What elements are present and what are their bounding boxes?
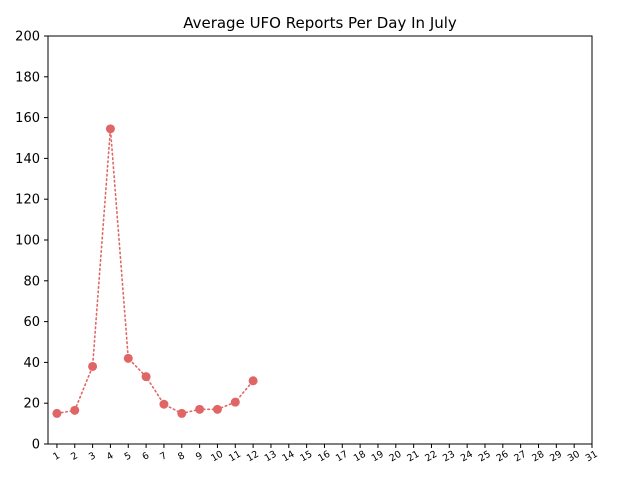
x-tick-label: 7: [158, 450, 169, 463]
data-point: [212, 404, 222, 414]
series-line: [56, 128, 254, 415]
data-point: [52, 408, 62, 418]
x-tick-label: 29: [548, 449, 564, 465]
x-tick-label: 14: [281, 449, 297, 465]
y-tick-label: 140: [15, 152, 40, 167]
data-point: [159, 399, 169, 409]
x-tick-label: 20: [388, 449, 404, 465]
x-tick-label: 19: [370, 449, 386, 465]
x-tick-label: 22: [423, 449, 439, 465]
data-point: [248, 376, 258, 386]
data-point: [88, 361, 98, 371]
x-tick-label: 12: [245, 449, 261, 465]
x-tick-label: 17: [334, 449, 350, 465]
plot-frame: [47, 35, 593, 445]
y-tick-label: 80: [23, 274, 40, 289]
x-tick-label: 24: [459, 449, 475, 465]
y-tick-label: 20: [23, 397, 40, 412]
data-point: [70, 405, 80, 415]
data-point: [230, 397, 240, 407]
x-tick-label: 1: [51, 450, 62, 463]
x-tick-label: 27: [512, 449, 528, 465]
x-tick-label: 10: [209, 449, 225, 465]
data-point: [141, 372, 151, 382]
y-tick-label: 160: [15, 111, 40, 126]
data-point: [123, 353, 133, 363]
x-tick-label: 5: [123, 450, 134, 463]
x-tick-label: 30: [566, 449, 582, 465]
x-tick-label: 26: [495, 449, 511, 465]
x-tick-label: 16: [316, 449, 332, 465]
x-tick-label: 31: [584, 449, 600, 465]
x-tick-label: 8: [176, 450, 187, 463]
x-tick-label: 4: [105, 450, 116, 463]
x-tick-label: 25: [477, 449, 493, 465]
data-point: [105, 124, 115, 134]
y-tick-label: 0: [32, 438, 40, 453]
x-tick-label: 2: [69, 450, 80, 463]
x-tick-label: 18: [352, 449, 368, 465]
y-tick-label: 200: [15, 30, 40, 45]
x-tick-label: 13: [263, 449, 279, 465]
y-tick-label: 100: [15, 234, 40, 249]
x-tick-label: 11: [227, 449, 243, 465]
x-tick-label: 28: [530, 449, 546, 465]
y-tick-label: 60: [23, 315, 40, 330]
x-tick-label: 15: [298, 449, 314, 465]
y-tick-label: 180: [15, 70, 40, 85]
data-point: [195, 404, 205, 414]
y-tick-label: 40: [23, 356, 40, 371]
x-tick-label: 21: [405, 449, 421, 465]
data-point: [177, 408, 187, 418]
x-tick-label: 9: [194, 450, 205, 463]
x-tick-label: 6: [140, 450, 151, 463]
y-tick-label: 120: [15, 193, 40, 208]
x-tick-label: 3: [87, 450, 98, 463]
x-tick-label: 23: [441, 449, 457, 465]
chart-title: Average UFO Reports Per Day In July: [183, 14, 457, 32]
